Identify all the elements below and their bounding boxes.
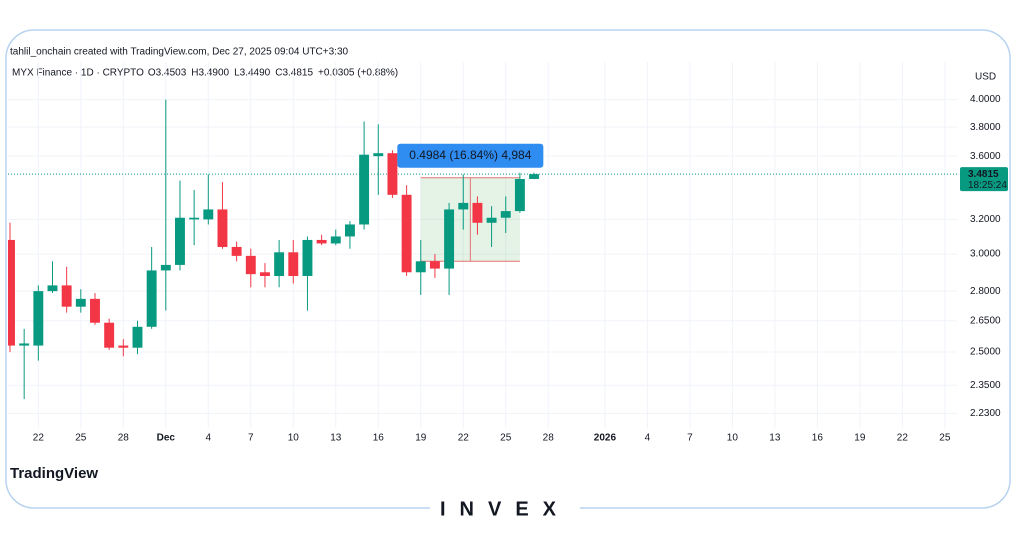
ohlc-value: C3.4815 — [275, 68, 313, 79]
candle-body — [330, 236, 341, 244]
x-tick-label: 4 — [206, 433, 212, 444]
candle-body — [217, 209, 228, 247]
candle-body — [175, 217, 185, 265]
candle-body — [231, 246, 242, 256]
symbol: MYX Finance · 1D · CRYPTO — [12, 68, 144, 79]
measure-label: 0.4984 (16.84%) 4,984 — [409, 148, 531, 162]
candle-body — [444, 209, 455, 269]
x-tick-label: 16 — [812, 433, 824, 444]
x-tick-label: 16 — [373, 433, 385, 444]
candle-body — [33, 291, 44, 346]
candle-body — [160, 264, 171, 271]
x-tick-label: 25 — [939, 433, 951, 444]
x-tick-label: 2026 — [594, 433, 617, 444]
x-tick-label: 25 — [75, 433, 87, 444]
x-tick-label: 4 — [645, 433, 651, 444]
x-tick-label: 10 — [727, 433, 739, 444]
candle-body — [104, 322, 115, 348]
candle-body — [19, 343, 30, 346]
price-label-bg — [960, 167, 1008, 192]
candle-body — [529, 174, 540, 179]
candle-body — [316, 239, 327, 244]
candle-body — [472, 202, 483, 223]
y-tick-label: 2.5000 — [970, 347, 1001, 358]
candle-body — [146, 270, 157, 327]
y-tick-label: 2.2300 — [970, 408, 1001, 419]
candle-body — [344, 224, 355, 237]
candle-body — [359, 154, 370, 225]
credit: tahlil_onchain created with TradingView.… — [10, 47, 349, 58]
candle-body — [118, 345, 129, 348]
x-tick-label: Dec — [157, 433, 176, 444]
candle-body — [90, 298, 100, 323]
candle-body — [302, 239, 313, 276]
candle-body — [203, 209, 214, 220]
x-tick-label: 10 — [288, 433, 300, 444]
plot — [8, 62, 957, 428]
candle-body — [458, 202, 469, 210]
candle-body — [514, 179, 525, 212]
x-tick-label: 22 — [33, 433, 45, 444]
currency: USD — [975, 72, 996, 83]
x-tick-label: 7 — [248, 433, 254, 444]
candle-body — [373, 153, 384, 157]
ohlc-value: O3.4503 — [148, 68, 187, 79]
countdown: 18:25:24 — [968, 180, 1007, 191]
candle-body — [245, 255, 256, 275]
candle-body — [401, 194, 412, 273]
brand: INVEX — [440, 498, 570, 520]
x-tick-label: 7 — [687, 433, 693, 444]
candle-body — [500, 211, 511, 218]
candle-body — [429, 261, 440, 269]
y-tick-label: 2.6500 — [970, 315, 1001, 326]
x-tick-label: 28 — [118, 433, 130, 444]
candle-body — [132, 326, 143, 348]
y-tick-label: 2.8000 — [970, 286, 1001, 297]
x-tick-label: 22 — [458, 433, 470, 444]
price-label: 3.4815 — [968, 169, 999, 180]
y-tick-label: 4.0000 — [970, 94, 1001, 105]
candle-body — [415, 261, 426, 273]
y-tick-label: 3.8000 — [970, 122, 1001, 133]
ohlc-value: L3.4490 — [234, 68, 271, 79]
logo: TradingView — [10, 465, 98, 482]
x-tick-label: 19 — [854, 433, 866, 444]
y-tick-label: 3.6000 — [970, 151, 1001, 162]
candle-body — [259, 272, 270, 276]
measure-label-bg — [397, 143, 544, 168]
candle-body — [274, 252, 285, 276]
y-tick-label: 2.3500 — [970, 380, 1001, 391]
x-tick-label: 28 — [543, 433, 555, 444]
x-tick-label: 25 — [500, 433, 512, 444]
candle-body — [288, 252, 299, 276]
ohlc-value: H3.4900 — [191, 68, 229, 79]
candle-body — [61, 285, 72, 307]
brand-backdrop — [430, 498, 580, 520]
candle-body — [75, 298, 86, 307]
candle-body — [486, 217, 497, 223]
candle-body — [8, 239, 15, 346]
x-tick-label: 19 — [415, 433, 427, 444]
candle-body — [189, 217, 200, 220]
x-tick-label: 13 — [330, 433, 342, 444]
x-tick-label: 13 — [769, 433, 781, 444]
y-tick-label: 3.2000 — [970, 214, 1001, 225]
y-tick-label: 3.0000 — [970, 249, 1001, 260]
candle-body — [387, 153, 398, 195]
x-tick-label: 22 — [897, 433, 909, 444]
ohlc-value: +0.0305 (+0.88%) — [318, 68, 398, 79]
candle-body — [47, 285, 58, 292]
